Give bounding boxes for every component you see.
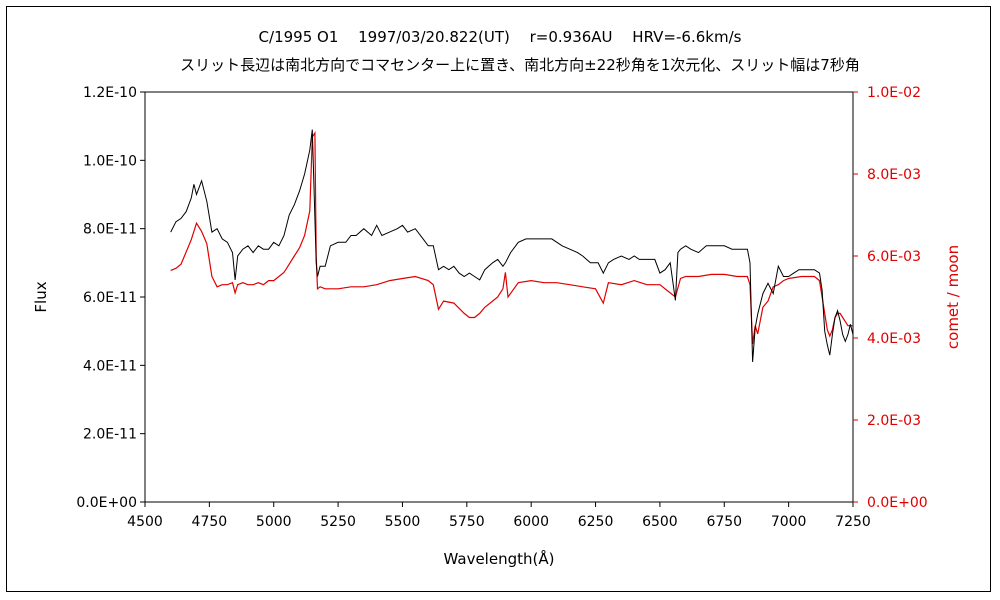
right-y-axis: 0.0E+00 2.0E-03 4.0E-03 6.0E-03 8.0E-03 1.0E-… [853,85,928,511]
y2-tick-label: 2.0E-03 [867,413,921,429]
x-tick-label: 4750 [192,514,228,530]
x-tick-label: 6000 [513,514,549,530]
left-y-axis: 0.0E+00 2.0E-11 4.0E-11 6.0E-11 8.0E-11 1.0E-… [76,85,145,511]
y2-axis-label: comet / moon [944,245,962,349]
y-tick-label: 0.0E+00 [76,495,137,511]
y-tick-label: 2.0E-11 [83,427,137,443]
x-tick-label: 6500 [642,514,678,530]
flux-series-line [170,129,854,362]
y2-tick-label: 8.0E-03 [867,167,921,183]
y-axis-label: Flux [32,281,50,312]
x-tick-label: 5250 [320,514,356,530]
x-tick-label: 7000 [771,514,807,530]
chart-subtitle: スリット長辺は南北方向でコマセンター上に置き、南北方向±22秒角を1次元化、スリ… [180,56,860,74]
x-tick-label: 7250 [835,514,871,530]
x-tick-label: 6750 [706,514,742,530]
y-tick-label: 1.0E-10 [83,153,137,169]
chart-title: C/1995 O1 1997/03/20.822(UT) r=0.936AU H… [259,28,742,46]
y-tick-label: 8.0E-11 [83,222,137,238]
x-tick-label: 6250 [578,514,614,530]
y-tick-label: 1.2E-10 [83,85,137,101]
x-axis: 4500 4750 5000 5250 5500 5750 6000 6250 6500 6750… [127,502,871,530]
ratio-series-line [170,130,853,345]
x-tick-label: 5500 [385,514,421,530]
y2-tick-label: 4.0E-03 [867,331,921,347]
x-axis-label: Wavelength(Å) [444,549,555,568]
plot-area [144,91,854,503]
y2-tick-label: 6.0E-03 [867,249,921,265]
x-tick-label: 4500 [127,514,163,530]
y2-tick-label: 1.0E-02 [867,85,921,101]
x-tick-label: 5750 [449,514,485,530]
x-tick-label: 5000 [256,514,292,530]
y-tick-label: 6.0E-11 [83,290,137,306]
y-tick-label: 4.0E-11 [83,358,137,374]
y2-tick-label: 0.0E+00 [867,495,928,511]
